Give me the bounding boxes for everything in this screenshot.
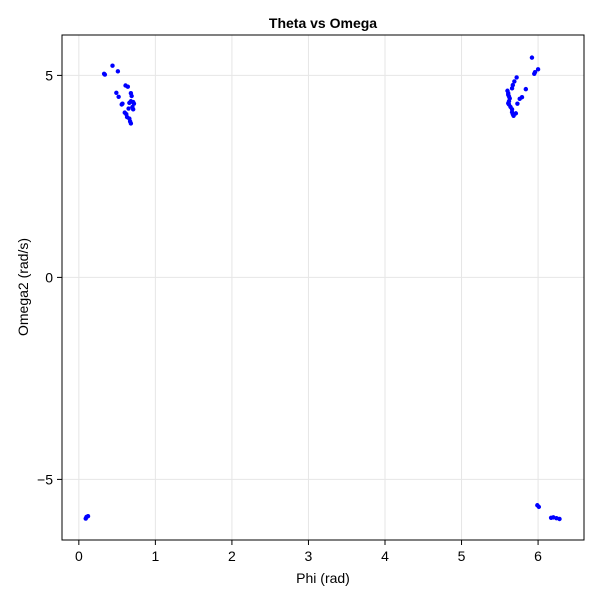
data-points xyxy=(83,55,562,522)
x-axis: 0 1 2 3 4 5 6 xyxy=(75,540,542,564)
data-point xyxy=(127,100,132,106)
x-tick-label: 0 xyxy=(75,548,83,564)
x-tick-label: 4 xyxy=(381,548,389,564)
data-point xyxy=(129,93,134,99)
data-point xyxy=(512,79,517,84)
data-point xyxy=(536,504,542,510)
data-point xyxy=(529,55,535,60)
y-tick-label: −5 xyxy=(37,471,53,487)
data-point xyxy=(510,82,516,88)
y-tick-label: 5 xyxy=(45,67,53,83)
x-axis-label: Phi (rad) xyxy=(296,570,350,586)
data-point xyxy=(557,516,562,522)
data-point xyxy=(535,67,541,72)
plot-frame xyxy=(61,34,585,541)
data-point xyxy=(125,84,131,89)
chart-title: Theta vs Omega xyxy=(269,15,377,31)
data-point xyxy=(110,63,115,68)
x-tick-label: 1 xyxy=(151,548,159,564)
data-point xyxy=(519,95,525,100)
data-point xyxy=(505,88,510,93)
x-tick-label: 3 xyxy=(305,548,313,564)
data-point xyxy=(115,69,121,74)
data-point xyxy=(128,121,134,126)
data-point xyxy=(532,69,538,75)
data-point xyxy=(114,90,119,95)
y-axis: −5 0 5 xyxy=(37,67,62,487)
x-tick-label: 5 xyxy=(458,548,466,564)
y-tick-label: 0 xyxy=(45,269,53,285)
data-point xyxy=(116,94,121,100)
data-point xyxy=(85,513,91,519)
data-point xyxy=(515,101,520,106)
grid xyxy=(62,35,584,540)
data-point xyxy=(119,102,124,107)
y-axis-label: Omega2 (rad/s) xyxy=(15,238,31,336)
data-point xyxy=(102,72,108,77)
data-point xyxy=(130,107,136,112)
x-tick-label: 2 xyxy=(228,548,236,564)
data-point xyxy=(513,111,519,116)
data-point xyxy=(514,75,519,80)
x-tick-label: 6 xyxy=(534,548,542,564)
data-point xyxy=(126,106,131,111)
data-point xyxy=(523,86,529,92)
